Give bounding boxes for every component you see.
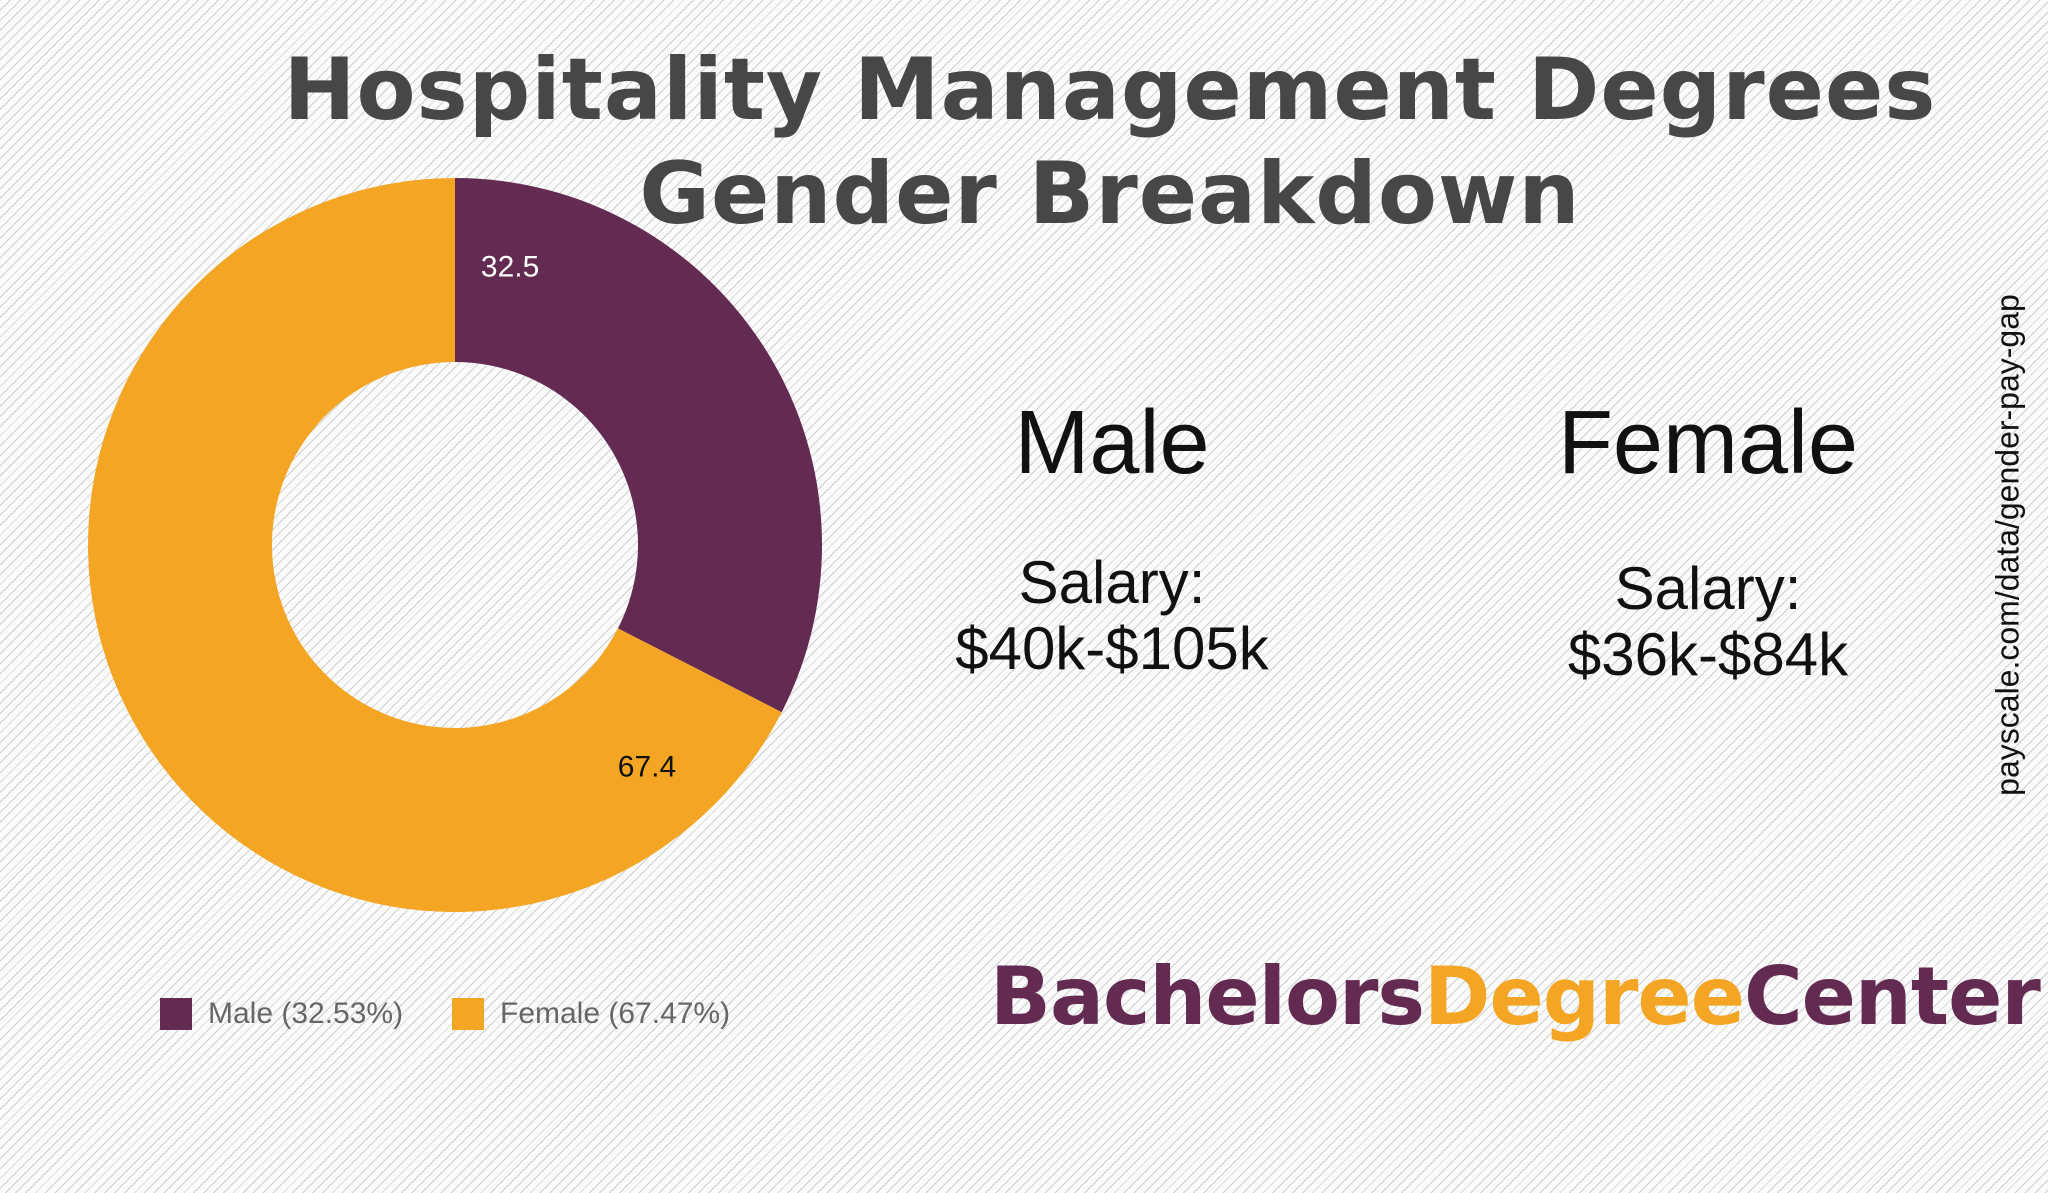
source-citation: payscale.com/data/gender-pay-gap bbox=[1989, 294, 2026, 796]
male-salary-range: $40k-$105k bbox=[955, 615, 1269, 682]
donut-slice-male bbox=[455, 178, 822, 713]
legend-label-female: Female (67.47%) bbox=[500, 997, 731, 1030]
brand-logo: BachelorsDegreeCenter bbox=[990, 950, 2041, 1043]
legend-item-male: Male (32.53%) bbox=[160, 996, 403, 1032]
title-line-1: Hospitality Management Degrees bbox=[283, 40, 1937, 140]
title-line-2: Gender Breakdown bbox=[639, 144, 1581, 244]
female-salary-label: Salary: bbox=[1614, 555, 1802, 622]
legend-swatch-female bbox=[452, 998, 484, 1030]
data-label-male: 32.5 bbox=[481, 251, 539, 284]
brand-part-bachelors: Bachelors bbox=[990, 950, 1425, 1043]
female-heading: Female bbox=[1557, 393, 1859, 493]
legend-label-male: Male (32.53%) bbox=[208, 997, 404, 1030]
male-heading: Male bbox=[1014, 393, 1210, 493]
donut-slice-female bbox=[88, 178, 782, 912]
legend-swatch-male bbox=[160, 998, 192, 1030]
male-salary-label: Salary: bbox=[1018, 549, 1206, 616]
legend-item-female: Female (67.47%) bbox=[452, 996, 730, 1032]
brand-part-center: Center bbox=[1743, 950, 2041, 1043]
chart-title: Hospitality Management Degrees Gender Br… bbox=[200, 38, 2020, 246]
data-label-female: 67.4 bbox=[618, 750, 676, 783]
brand-part-degree: Degree bbox=[1424, 950, 1745, 1043]
female-salary-range: $36k-$84k bbox=[1567, 621, 1849, 688]
